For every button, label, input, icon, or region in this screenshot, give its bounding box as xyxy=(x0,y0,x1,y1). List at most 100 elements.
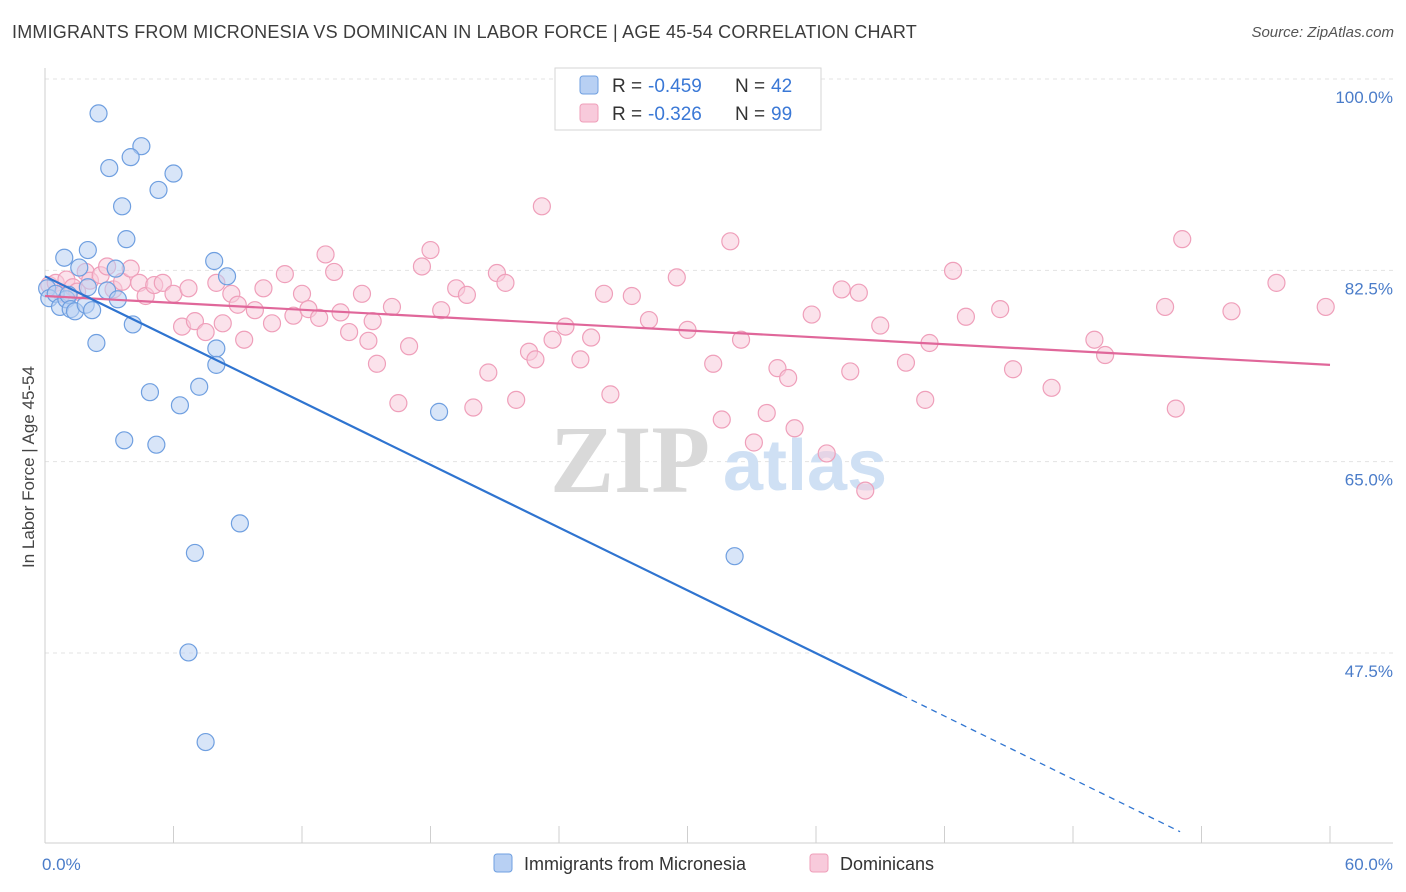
y-tick-labels: 47.5% 65.0% 82.5% 100.0% xyxy=(1335,88,1393,681)
dominicans-point xyxy=(382,297,402,317)
dominicans-point xyxy=(235,330,254,349)
axes xyxy=(44,68,1393,844)
dominicans-n-value: 99 xyxy=(771,104,792,125)
dominicans-point xyxy=(785,419,804,438)
dominicans-point xyxy=(1316,297,1335,317)
dominicans-point xyxy=(1085,330,1104,349)
dominicans-point xyxy=(245,301,264,320)
dominicans-point xyxy=(367,354,387,373)
dominicans-point xyxy=(757,403,776,423)
dominicans-point xyxy=(849,283,868,302)
dominicans-r-label: R = xyxy=(612,104,642,125)
x-tick-labels: 0.0% 60.0% xyxy=(42,855,1393,874)
micronesia-point xyxy=(205,251,224,271)
dominicans-point xyxy=(556,317,575,336)
stats-legend-box xyxy=(554,67,822,131)
dominicans-point xyxy=(956,307,976,326)
dominicans-point xyxy=(622,286,641,306)
dominicans-trend-line xyxy=(44,294,1331,366)
micronesia-swatch xyxy=(579,75,599,95)
micronesia-point xyxy=(55,248,74,267)
dominicans-point xyxy=(856,481,875,500)
dominicans-point xyxy=(185,312,205,331)
dominicans-point xyxy=(582,328,601,347)
micronesia-point xyxy=(429,402,449,421)
dominicans-point xyxy=(496,273,515,292)
dominicans-point xyxy=(421,240,440,260)
dominicans-point xyxy=(744,433,763,452)
dominicans-point xyxy=(310,308,329,327)
y-tick-label: 65.0% xyxy=(1345,471,1393,490)
micronesia-point xyxy=(132,137,151,156)
legend-dominicans-swatch xyxy=(809,853,829,873)
stats-legend: R = -0.459 N = 42 R = -0.326 N = 99 xyxy=(554,67,822,131)
dominicans-point xyxy=(1096,345,1115,365)
dominicans-point xyxy=(1155,297,1175,317)
dominicans-point xyxy=(325,262,344,282)
micronesia-point xyxy=(207,339,226,358)
dominicans-point xyxy=(731,330,751,349)
dominicans-point xyxy=(399,337,419,356)
micronesia-point xyxy=(230,514,249,533)
micronesia-n-label: N = xyxy=(735,76,765,97)
dominicans-point xyxy=(213,314,232,333)
micronesia-n-value: 42 xyxy=(771,76,792,97)
micronesia-point xyxy=(115,431,134,450)
micronesia-trend-extension xyxy=(901,694,1181,833)
dominicans-point xyxy=(1267,273,1286,292)
x-tick-label: 60.0% xyxy=(1345,855,1393,874)
dominicans-point xyxy=(262,314,282,333)
micronesia-point xyxy=(100,158,119,178)
dominicans-point xyxy=(284,306,303,325)
dominicans-point xyxy=(896,353,916,372)
dominicans-point xyxy=(543,330,562,349)
micronesia-point xyxy=(78,240,97,260)
micronesia-point xyxy=(89,104,108,123)
micronesia-point xyxy=(147,435,166,454)
dominicans-point xyxy=(832,280,851,299)
dominicans-point xyxy=(571,350,590,369)
micronesia-point xyxy=(179,643,198,662)
dominicans-point xyxy=(991,300,1010,319)
micronesia-trend-line xyxy=(44,275,903,697)
dominicans-point xyxy=(352,284,372,303)
dominicans-point xyxy=(1166,399,1185,418)
x-tick-label: 0.0% xyxy=(42,855,81,874)
chart-title: IMMIGRANTS FROM MICRONESIA VS DOMINICAN … xyxy=(12,22,917,42)
micronesia-point xyxy=(121,148,140,167)
micronesia-point xyxy=(170,396,190,415)
dominicans-point xyxy=(228,295,247,314)
dominicans-point xyxy=(639,310,659,330)
points xyxy=(38,104,1335,752)
dominicans-r-value: -0.326 xyxy=(648,104,702,125)
micronesia-point xyxy=(149,180,168,200)
dominicans-point xyxy=(667,268,686,287)
legend-micronesia-label: Immigrants from Micronesia xyxy=(524,854,747,874)
micronesia-point xyxy=(140,383,160,402)
dominicans-point xyxy=(779,368,798,388)
micronesia-point xyxy=(164,164,183,183)
dominicans-point xyxy=(1222,302,1241,321)
dominicans-point xyxy=(254,279,273,298)
dominicans-point xyxy=(943,261,963,280)
dominicans-point xyxy=(153,273,172,292)
watermark: ZIP atlas xyxy=(550,406,887,513)
dominicans-point xyxy=(275,265,294,284)
dominicans-point xyxy=(359,331,378,350)
dominicans-point xyxy=(841,362,860,381)
dominicans-point xyxy=(1042,378,1061,397)
dominicans-point xyxy=(916,390,935,409)
dominicans-n-label: N = xyxy=(735,104,765,125)
micronesia-point xyxy=(190,377,209,396)
micronesia-point xyxy=(217,267,237,286)
micronesia-point xyxy=(196,732,215,752)
legend-micronesia-swatch xyxy=(493,853,513,873)
micronesia-point xyxy=(78,278,97,297)
dominicans-point xyxy=(196,322,215,342)
dominicans-point xyxy=(457,285,477,304)
dominicans-point xyxy=(340,322,359,342)
dominicans-point xyxy=(704,354,723,373)
dominicans-point xyxy=(179,279,198,298)
dominicans-point xyxy=(721,232,740,251)
